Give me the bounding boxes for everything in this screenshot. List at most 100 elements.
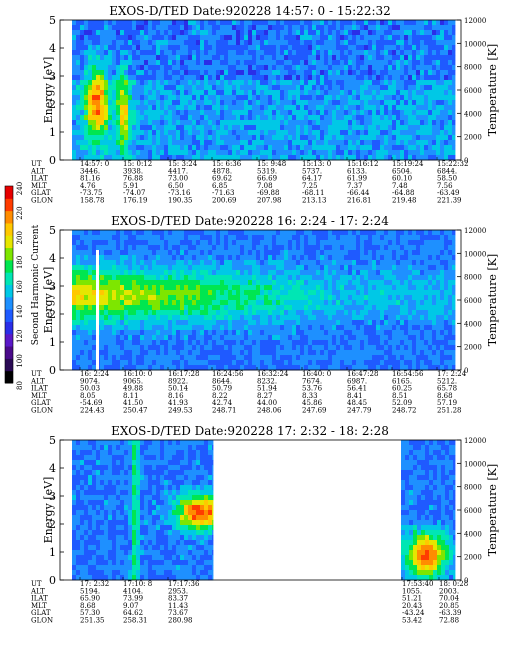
spectrogram-cell <box>332 350 337 356</box>
spectrogram-cell <box>132 275 137 281</box>
spectrogram-cell <box>276 20 281 26</box>
spectrogram-cell <box>92 275 97 281</box>
spectrogram-cell <box>348 340 353 346</box>
spectrogram-cell <box>104 230 109 236</box>
spectrogram-cell <box>288 60 293 66</box>
spectrogram-cell <box>88 25 93 31</box>
spectrogram-cell <box>120 360 125 366</box>
spectrogram-cell <box>376 350 381 356</box>
spectrogram-cell <box>160 80 165 86</box>
spectrogram-cell <box>304 75 309 81</box>
spectrogram-cell <box>156 65 161 71</box>
spectrogram-cell <box>252 55 257 61</box>
spectrogram-cell <box>136 320 141 326</box>
spectrogram-cell <box>140 280 145 286</box>
spectrogram-cell <box>304 80 309 86</box>
spectrogram-cell <box>84 300 89 306</box>
spectrogram-cell <box>200 250 205 256</box>
spectrogram-cell <box>228 30 233 36</box>
spectrogram-cell <box>324 355 329 361</box>
spectrogram-cell <box>356 290 361 296</box>
spectrogram-cell <box>188 260 193 266</box>
spectrogram-cell <box>336 75 341 81</box>
spectrogram-cell <box>112 250 117 256</box>
spectrogram-cell <box>352 345 357 351</box>
spectrogram-cell <box>236 360 241 366</box>
spectrogram-cell <box>296 145 301 151</box>
spectrogram-cell <box>432 125 437 131</box>
spectrogram-cell <box>144 235 149 241</box>
spectrogram-cell <box>96 45 101 51</box>
spectrogram-cell <box>296 240 301 246</box>
spectrogram-cell <box>136 290 141 296</box>
spectrogram-cell <box>144 270 149 276</box>
spectrogram-cell <box>428 55 433 61</box>
spectrogram-cell <box>260 275 265 281</box>
spectrogram-cell <box>236 230 241 236</box>
spectrogram-cell <box>444 60 449 66</box>
spectrogram-cell <box>80 330 85 336</box>
spectrogram-cell <box>312 300 317 306</box>
spectrogram-cell <box>296 310 301 316</box>
spectrogram-cell <box>228 350 233 356</box>
spectrogram-cell <box>112 345 117 351</box>
spectrogram-cell <box>288 70 293 76</box>
spectrogram-cell <box>104 20 109 26</box>
spectrogram-cell <box>324 75 329 81</box>
spectrogram-cell <box>136 130 141 136</box>
spectrogram-cell <box>228 20 233 26</box>
spectrogram-cell <box>432 95 437 101</box>
spectrogram-cell <box>264 20 269 26</box>
spectrogram-cell <box>368 240 373 246</box>
spectrogram-cell <box>196 330 201 336</box>
spectrogram-cell <box>416 35 421 41</box>
spectrogram-cell <box>236 270 241 276</box>
colorbar-tick-label: 120 <box>16 330 24 343</box>
spectrogram-cell <box>192 265 197 271</box>
spectrogram-cell <box>432 120 437 126</box>
spectrogram-cell <box>76 55 81 61</box>
spectrogram-cell <box>188 30 193 36</box>
spectrogram-cell <box>176 140 181 146</box>
spectrogram-cell <box>388 80 393 86</box>
spectrogram-cell <box>400 75 405 81</box>
spectrogram-cell <box>184 300 189 306</box>
spectrogram-cell <box>300 45 305 51</box>
y-tick-label: 2 <box>49 98 56 111</box>
spectrogram-cell <box>136 40 141 46</box>
spectrogram-cell <box>232 230 237 236</box>
spectrogram-cell <box>136 235 141 241</box>
spectrogram-cell <box>292 330 297 336</box>
spectrogram-cell <box>424 120 429 126</box>
spectrogram-cell <box>320 330 325 336</box>
spectrogram-cell <box>280 315 285 321</box>
spectrogram-cell <box>300 270 305 276</box>
spectrogram-cell <box>88 335 93 341</box>
spectrogram-cell <box>180 320 185 326</box>
spectrogram-cell <box>352 230 357 236</box>
spectrogram-cell <box>332 365 337 371</box>
spectrogram-cell <box>112 100 117 106</box>
spectrogram-cell <box>204 315 209 321</box>
spectrogram-cell <box>380 320 385 326</box>
spectrogram-cell <box>212 50 217 56</box>
spectrogram-cell <box>124 35 129 41</box>
spectrogram-cell <box>300 310 305 316</box>
spectrogram-cell <box>360 335 365 341</box>
spectrogram-cell <box>300 145 305 151</box>
spectrogram-cell <box>312 250 317 256</box>
spectrogram-cell <box>196 35 201 41</box>
spectrogram-cell <box>288 145 293 151</box>
spectrogram-cell <box>328 140 333 146</box>
spectrogram-cell <box>340 65 345 71</box>
spectrogram-cell <box>140 310 145 316</box>
spectrogram-cell <box>396 145 401 151</box>
spectrogram-cell <box>184 155 189 161</box>
spectrogram-cell <box>448 135 453 141</box>
spectrogram-cell <box>356 30 361 36</box>
spectrogram-cell <box>244 90 249 96</box>
spectrogram-cell <box>388 40 393 46</box>
spectrogram-cell <box>124 115 129 121</box>
spectrogram-cell <box>352 45 357 51</box>
spectrogram-cell <box>136 60 141 66</box>
